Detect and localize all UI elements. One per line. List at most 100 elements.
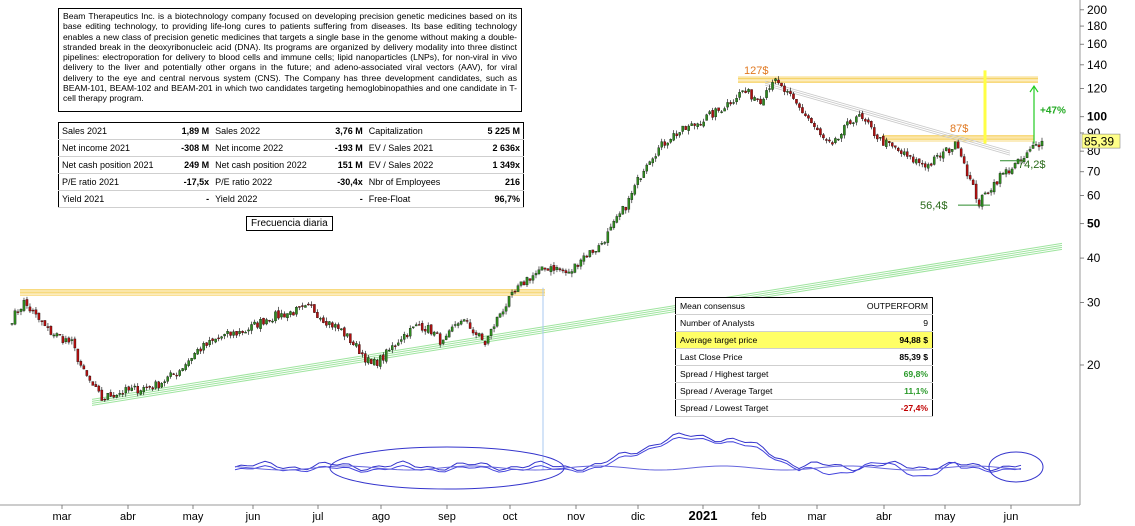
candle-body (606, 231, 610, 243)
candle-body (891, 142, 894, 147)
candle-body (735, 98, 738, 103)
candle-body (879, 137, 882, 139)
candle-body (549, 266, 553, 273)
candle-body (843, 125, 846, 136)
candle-body (465, 320, 469, 322)
candle-body (920, 162, 924, 165)
candle-body (106, 392, 110, 400)
candle-body (346, 333, 349, 337)
candle-body (274, 311, 277, 322)
candle-body (780, 82, 783, 87)
fundamental-value: - (156, 190, 213, 208)
candle-body (82, 365, 86, 370)
candle-body (789, 91, 792, 94)
candle-body (696, 123, 699, 127)
candle-body (699, 124, 702, 126)
candle-body (977, 199, 981, 207)
candle-body (349, 333, 352, 344)
candle-body (298, 306, 301, 308)
candle-body (337, 324, 340, 329)
candle-body (28, 306, 32, 312)
candle-body (382, 354, 385, 361)
oscillator-highlight-ellipse (988, 451, 1044, 483)
candle-body (753, 97, 756, 101)
consensus-value: 69,8% (827, 365, 933, 383)
consensus-value: -27,4% (827, 399, 933, 417)
candle-body (97, 385, 101, 392)
candle-body (414, 324, 418, 327)
candle-body (579, 259, 583, 267)
candle-body (777, 79, 780, 84)
candle-body (1001, 173, 1005, 175)
candle-body (705, 114, 708, 121)
candle-body (962, 156, 966, 164)
candle-body (420, 322, 424, 331)
fundamental-value: 151 M (310, 156, 366, 174)
candle-body (774, 78, 777, 81)
fundamental-value: 2 636x (459, 139, 524, 157)
candle-body (816, 127, 819, 131)
candle-body (175, 374, 178, 377)
candle-body (1004, 169, 1008, 175)
candle-body (711, 110, 714, 118)
candle-body (708, 111, 711, 115)
candle-body (474, 332, 478, 335)
candle-body (567, 271, 571, 274)
candle-body (1037, 144, 1041, 148)
candle-body (923, 163, 927, 168)
x-tick-label: jun (1003, 511, 1019, 523)
candle-body (968, 175, 972, 180)
x-tick-label: feb (751, 511, 766, 523)
candle-body (220, 336, 223, 339)
frequency-label: Frecuencia diaria (246, 216, 333, 231)
fundamental-value: 96,7% (459, 190, 524, 208)
x-tick-label: 2021 (689, 508, 718, 523)
candle-body (947, 148, 951, 154)
candle-body (483, 340, 487, 345)
candle-body (154, 381, 157, 389)
candle-body (876, 134, 879, 140)
consensus-label: Spread / Lowest Target (675, 399, 828, 417)
fundamental-value: - (310, 190, 366, 208)
resistance-trendline (764, 84, 1011, 156)
candle-body (543, 267, 547, 270)
candle-body (364, 353, 367, 363)
candle-body (411, 326, 415, 329)
candle-body (88, 375, 92, 381)
x-tick-label: sep (438, 511, 456, 523)
candle-body (944, 147, 948, 151)
candle-body (151, 387, 154, 390)
upside-arrowhead (1029, 84, 1039, 93)
fundamental-label: Net income 2021 (58, 139, 157, 157)
x-tick-label: dic (631, 511, 646, 523)
fundamentals-row: Yield 2021- Yield 2022- Free-Float 96,7% (58, 190, 524, 208)
y-tick-label: 20 (1087, 358, 1101, 372)
candle-body (771, 82, 774, 90)
candle-body (570, 271, 574, 274)
fundamental-label: EV / Sales 2022 (365, 156, 460, 174)
candle-body (118, 393, 122, 395)
candle-body (304, 305, 307, 308)
candle-body (127, 386, 131, 391)
candle-body (408, 328, 412, 337)
candle-body (654, 156, 658, 159)
candle-body (687, 125, 690, 131)
last-price-value: 85,39 (1084, 135, 1114, 149)
fundamental-label: P/E ratio 2022 (212, 173, 311, 191)
candle-body (675, 133, 678, 137)
candle-body (672, 133, 675, 141)
consensus-row: Last Close Price 85,39 $ (675, 348, 933, 366)
candle-body (244, 331, 247, 334)
candle-body (858, 114, 861, 117)
candle-body (914, 159, 918, 164)
x-tick-label: nov (567, 511, 585, 523)
candle-body (690, 123, 693, 126)
candle-body (37, 312, 41, 320)
fundamental-label: Free-Float (365, 190, 460, 208)
candle-body (645, 164, 649, 172)
candle-body (831, 142, 834, 145)
candle-body (211, 338, 214, 341)
fundamental-value: -30,4x (310, 173, 366, 191)
candle-body (894, 145, 897, 148)
